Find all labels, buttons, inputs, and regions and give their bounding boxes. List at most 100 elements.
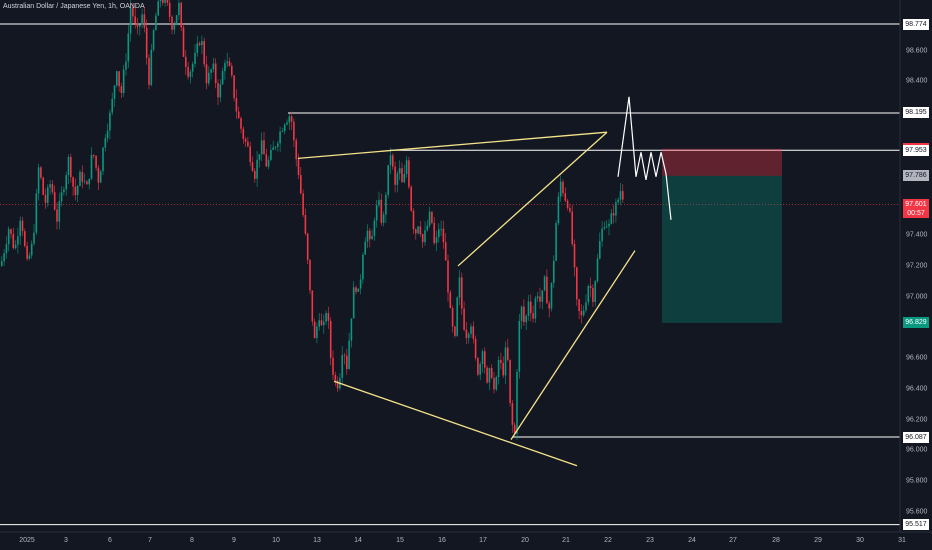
candle-body <box>159 0 162 2</box>
candle-body <box>513 424 516 434</box>
candle-body <box>28 255 31 259</box>
candle-body <box>109 112 111 131</box>
trend-line[interactable] <box>297 131 608 159</box>
candle-body <box>316 326 318 339</box>
candle-body <box>484 351 486 368</box>
candle-body <box>70 156 72 178</box>
candle-body <box>442 228 445 243</box>
candle-body <box>274 146 277 148</box>
candle-body <box>440 228 442 230</box>
x-tick-label: 31 <box>898 537 906 544</box>
candle-body <box>539 296 541 302</box>
candle-body <box>65 175 67 190</box>
candle-body <box>309 259 311 291</box>
candle-body <box>447 260 449 293</box>
candle-body <box>120 86 123 93</box>
price-label: 97.601 00:57 <box>903 198 929 218</box>
candle-body <box>408 160 410 187</box>
candle-body <box>180 2 182 28</box>
candle-body <box>95 155 97 168</box>
candle-body <box>396 173 399 185</box>
trend-line[interactable] <box>457 131 608 267</box>
candle-body <box>143 14 146 28</box>
candle-body <box>127 33 130 62</box>
candle-body <box>306 233 309 260</box>
candle-body <box>53 192 56 210</box>
candle-body <box>357 288 360 292</box>
projection-path[interactable] <box>617 96 672 220</box>
candle-body <box>102 147 104 172</box>
candle-body <box>605 226 608 228</box>
candle-body <box>237 111 240 119</box>
candle-body <box>615 202 617 216</box>
candle-body <box>334 374 337 381</box>
candle-body <box>270 149 272 160</box>
candle-body <box>415 229 417 234</box>
x-tick-label: 16 <box>438 537 446 544</box>
candle-body <box>456 297 458 336</box>
x-tick-label: 13 <box>313 537 321 544</box>
y-tick-label: 96.400 <box>906 385 928 393</box>
candle-body <box>477 357 479 375</box>
candle-body <box>562 181 564 194</box>
candle-body <box>7 229 10 245</box>
candle-body <box>129 7 132 34</box>
candle-body <box>346 355 348 370</box>
candle-body <box>235 98 238 112</box>
candle-body <box>265 154 268 167</box>
x-tick-label: 8 <box>190 537 194 544</box>
candle-body <box>260 140 263 155</box>
candle-body <box>458 277 461 298</box>
x-tick-label: 29 <box>814 537 822 544</box>
candle-body <box>564 193 567 201</box>
candle-body <box>530 301 532 314</box>
candle-body <box>320 320 323 326</box>
candle-body <box>495 376 498 390</box>
candle-body <box>580 311 583 316</box>
candle-body <box>286 122 288 125</box>
candle-body <box>375 205 378 221</box>
candle-body <box>51 184 54 193</box>
candle-body <box>417 226 419 234</box>
candle-body <box>532 313 534 319</box>
candle-body <box>617 199 619 203</box>
candle-body <box>596 258 599 282</box>
candle-body <box>587 286 590 303</box>
candle-body <box>509 359 511 404</box>
candle-body <box>60 192 63 202</box>
candle-body <box>362 254 364 280</box>
candle-body <box>382 214 385 223</box>
countdown-label: 00:57 <box>907 209 925 217</box>
candle-body <box>332 357 334 375</box>
candle-body <box>541 290 544 302</box>
stop-loss-zone[interactable] <box>662 148 782 176</box>
candle-body <box>435 237 438 244</box>
candle-body <box>389 155 392 166</box>
candle-body <box>113 85 116 99</box>
take-profit-zone[interactable] <box>662 175 782 323</box>
x-tick-label: 15 <box>396 537 404 544</box>
candle-body <box>449 292 452 309</box>
candle-body <box>12 234 15 249</box>
candle-body <box>481 351 484 365</box>
candle-body <box>258 154 261 160</box>
candle-body <box>594 281 596 302</box>
trend-line[interactable] <box>510 250 636 440</box>
candle-body <box>421 234 424 243</box>
price-label: 97.786 <box>903 170 929 182</box>
candle-body <box>576 267 578 300</box>
price-label: 97.953 <box>903 144 929 156</box>
candle-body <box>559 181 562 197</box>
candle-body <box>534 298 537 319</box>
candle-body <box>189 71 192 77</box>
candle-body <box>566 200 569 208</box>
candle-body <box>350 318 353 341</box>
candle-body <box>244 138 247 142</box>
candle-body <box>369 230 371 240</box>
trend-line[interactable] <box>333 380 578 467</box>
candle-body <box>256 159 258 179</box>
candle-body <box>81 171 84 182</box>
candle-body <box>155 15 157 31</box>
y-tick-label: 96.600 <box>906 354 928 362</box>
candle-body <box>431 211 433 223</box>
